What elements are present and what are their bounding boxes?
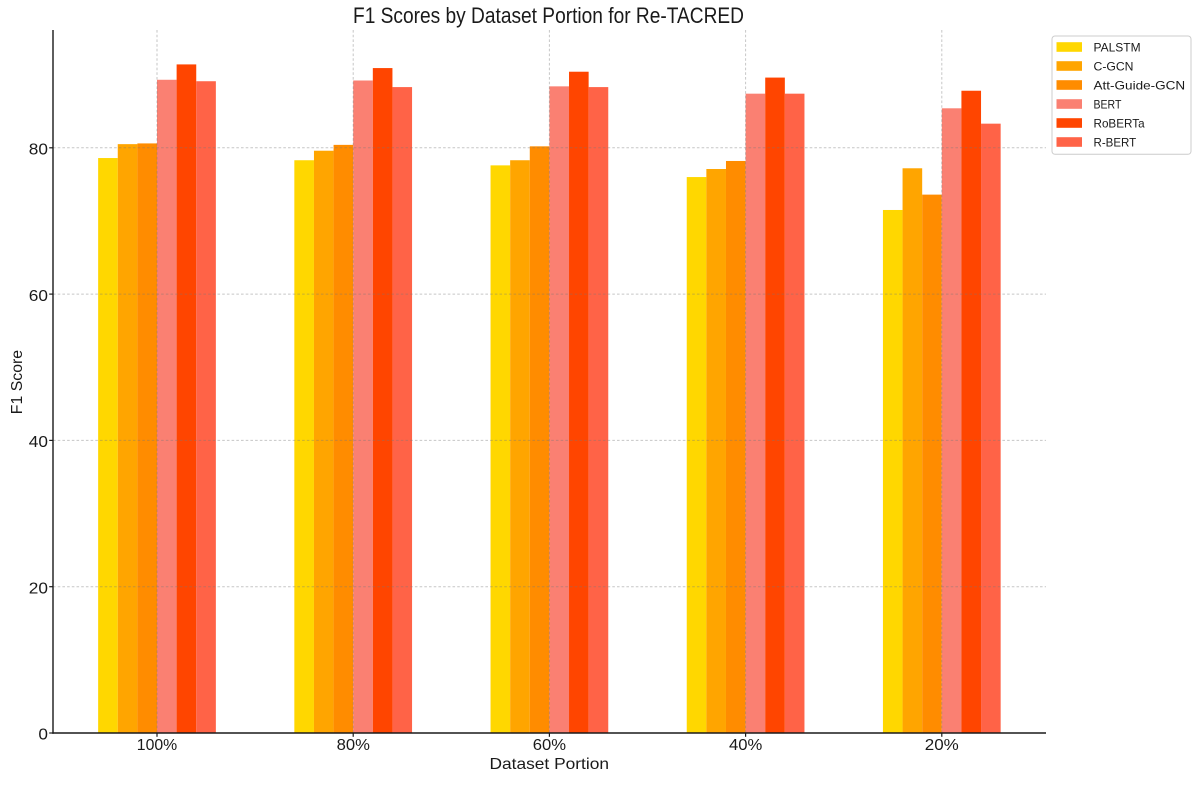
svg-text:F1 Score: F1 Score <box>9 350 26 414</box>
svg-text:C-GCN: C-GCN <box>1094 60 1134 73</box>
svg-text:Dataset Portion: Dataset Portion <box>490 756 610 773</box>
svg-text:60: 60 <box>29 288 48 305</box>
svg-text:80%: 80% <box>337 737 370 754</box>
svg-text:F1 Scores by Dataset Portion f: F1 Scores by Dataset Portion for Re-TACR… <box>353 3 744 28</box>
svg-text:Att-Guide-GCN: Att-Guide-GCN <box>1094 79 1186 92</box>
svg-text:40%: 40% <box>729 737 762 754</box>
svg-text:BERT: BERT <box>1094 98 1122 111</box>
svg-text:80: 80 <box>29 142 48 159</box>
svg-text:RoBERTa: RoBERTa <box>1094 117 1146 130</box>
svg-text:20%: 20% <box>925 737 959 754</box>
svg-text:60%: 60% <box>533 737 566 754</box>
svg-text:0: 0 <box>38 727 48 744</box>
svg-text:20: 20 <box>29 580 48 597</box>
svg-text:40: 40 <box>29 434 48 451</box>
svg-text:100%: 100% <box>137 737 177 754</box>
svg-text:PALSTM: PALSTM <box>1094 41 1141 54</box>
svg-text:R-BERT: R-BERT <box>1094 136 1137 149</box>
